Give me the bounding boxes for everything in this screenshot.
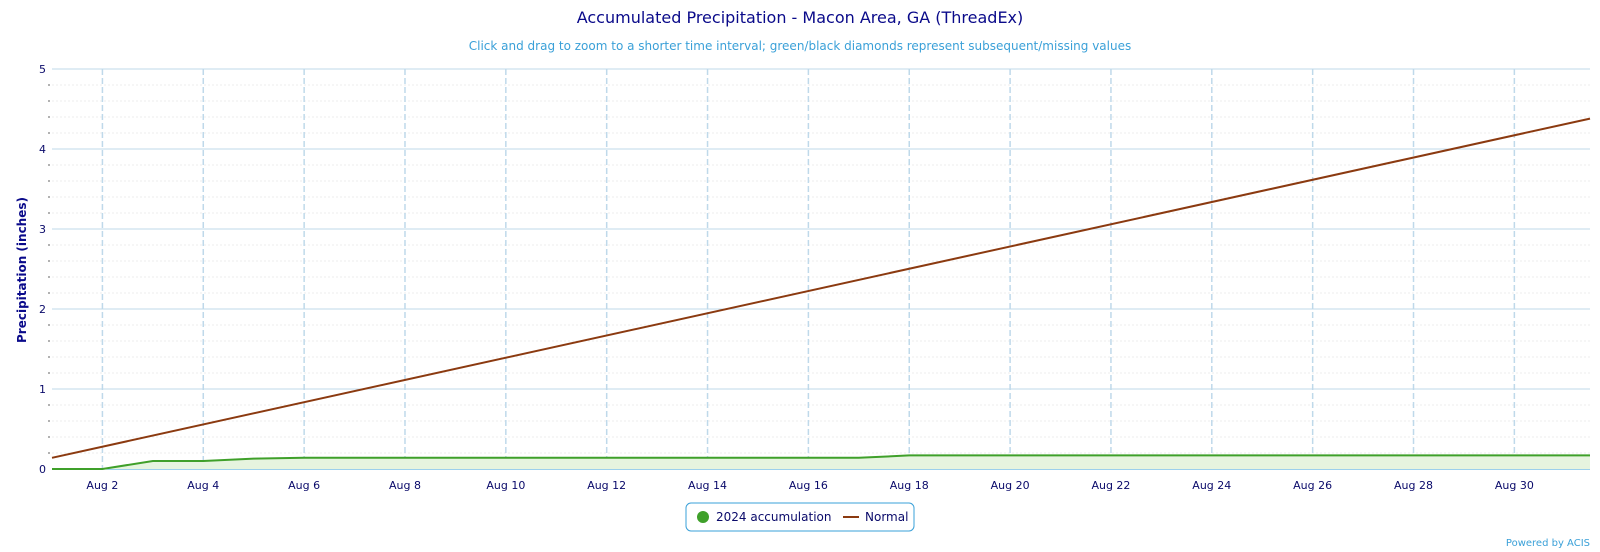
x-tick-label: Aug 14 bbox=[688, 479, 727, 492]
x-tick-label: Aug 18 bbox=[890, 479, 929, 492]
x-tick-label: Aug 26 bbox=[1293, 479, 1332, 492]
legend-item-accumulation[interactable]: 2024 accumulation bbox=[697, 510, 831, 524]
y-axis-label: Precipitation (inches) bbox=[15, 197, 29, 343]
legend-accumulation-label: 2024 accumulation bbox=[716, 510, 831, 524]
legend[interactable]: 2024 accumulation Normal bbox=[685, 502, 915, 532]
accumulation-line[interactable] bbox=[52, 454, 1590, 470]
x-tick-label: Aug 4 bbox=[187, 479, 219, 492]
x-tick-label: Aug 24 bbox=[1192, 479, 1231, 492]
x-tick-label: Aug 16 bbox=[789, 479, 828, 492]
legend-accumulation-marker bbox=[697, 511, 709, 523]
normal-line[interactable] bbox=[51, 117, 1591, 459]
plot-area[interactable] bbox=[51, 117, 1591, 470]
chart-title: Accumulated Precipitation - Macon Area, … bbox=[577, 8, 1024, 27]
x-tick-label: Aug 22 bbox=[1091, 479, 1130, 492]
y-tick-label: 4 bbox=[39, 143, 46, 156]
y-tick-label: 2 bbox=[39, 303, 46, 316]
credit-link[interactable]: Powered by ACIS bbox=[1506, 538, 1590, 549]
grid bbox=[48, 68, 1590, 470]
legend-item-normal[interactable]: Normal bbox=[843, 510, 908, 524]
x-axis-ticks: Aug 2 Aug 4 Aug 6 Aug 8 Aug 10 Aug 12 Aug 14 Au… bbox=[86, 479, 1533, 492]
x-tick-label: Aug 10 bbox=[486, 479, 525, 492]
x-tick-label: Aug 30 bbox=[1495, 479, 1534, 492]
y-tick-label: 5 bbox=[39, 63, 46, 76]
x-tick-label: Aug 8 bbox=[389, 479, 421, 492]
chart-subtitle: Click and drag to zoom to a shorter time… bbox=[469, 39, 1131, 53]
y-tick-label: 1 bbox=[39, 383, 46, 396]
x-tick-label: Aug 2 bbox=[86, 479, 118, 492]
x-tick-label: Aug 28 bbox=[1394, 479, 1433, 492]
legend-box bbox=[685, 502, 915, 532]
x-tick-label: Aug 20 bbox=[991, 479, 1030, 492]
y-axis-ticks: 0 1 2 3 4 5 bbox=[39, 63, 46, 476]
x-tick-label: Aug 12 bbox=[587, 479, 626, 492]
legend-normal-label: Normal bbox=[865, 510, 908, 524]
y-tick-label: 0 bbox=[39, 463, 46, 476]
x-tick-label: Aug 6 bbox=[288, 479, 320, 492]
y-tick-label: 3 bbox=[39, 223, 46, 236]
